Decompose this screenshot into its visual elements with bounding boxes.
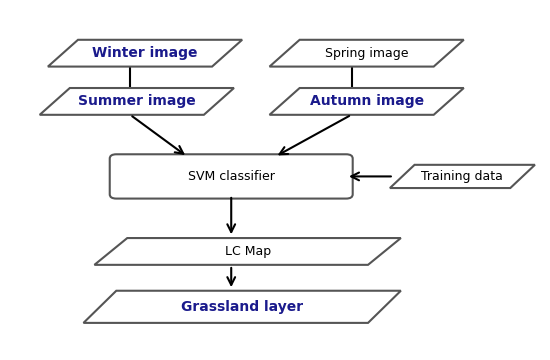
- FancyBboxPatch shape: [110, 154, 353, 199]
- Polygon shape: [270, 40, 464, 67]
- Polygon shape: [270, 88, 464, 115]
- Polygon shape: [40, 88, 234, 115]
- Text: Autumn image: Autumn image: [310, 94, 424, 108]
- Text: LC Map: LC Map: [224, 245, 271, 258]
- Polygon shape: [95, 238, 401, 265]
- Text: Summer image: Summer image: [78, 94, 196, 108]
- Polygon shape: [84, 291, 401, 323]
- Text: Training data: Training data: [421, 170, 503, 183]
- Polygon shape: [48, 40, 242, 67]
- Text: Spring image: Spring image: [325, 47, 409, 60]
- Polygon shape: [390, 165, 535, 188]
- Text: Winter image: Winter image: [92, 46, 198, 60]
- Text: SVM classifier: SVM classifier: [188, 170, 274, 183]
- Text: Grassland layer: Grassland layer: [181, 300, 303, 314]
